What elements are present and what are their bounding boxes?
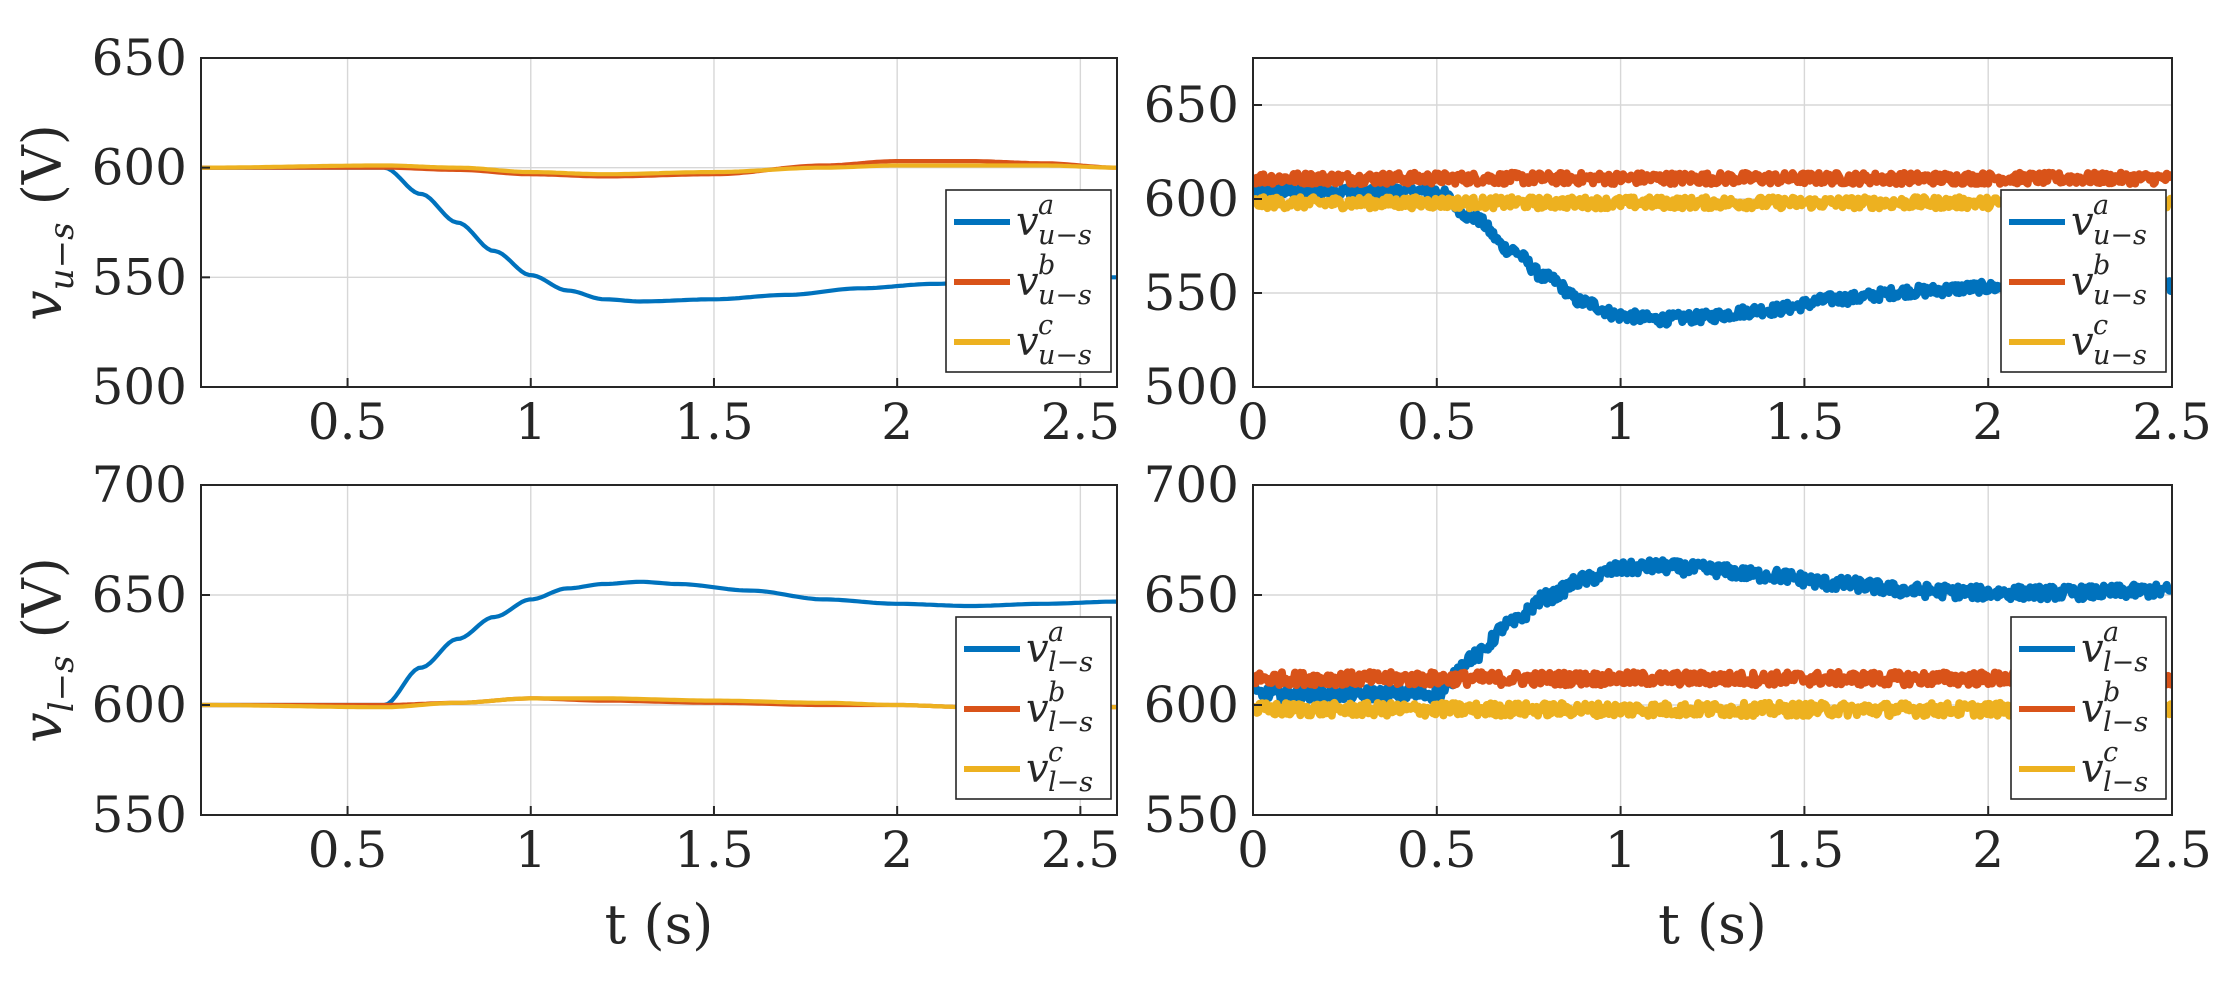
legend-symbol: v <box>1016 199 1039 245</box>
y-tick-label: 600 <box>1144 170 1239 228</box>
legend-subscript: u−s <box>2093 340 2147 371</box>
x-tick-label: 0.5 <box>308 821 388 879</box>
legend-symbol: v <box>2071 319 2094 365</box>
legend-symbol: v <box>2081 686 2104 732</box>
legend-symbol: v <box>1016 319 1039 365</box>
x-axis-label: t (s) <box>1658 893 1767 956</box>
legend-symbol: v <box>2081 746 2104 792</box>
y-tick-label: 700 <box>1144 456 1239 514</box>
legend-subscript: l−s <box>1048 647 1093 678</box>
legend: v al−sv bl−sv cl−s <box>2010 616 2167 800</box>
y-tick-label: 550 <box>92 786 187 844</box>
legend-superscript: b <box>2093 250 2110 281</box>
legend-symbol: v <box>1026 746 1049 792</box>
y-tick-label: 700 <box>92 456 187 514</box>
legend-symbol: v <box>2081 626 2104 672</box>
legend-superscript: b <box>1048 677 1065 708</box>
x-tick-label: 1 <box>515 821 547 879</box>
legend: v au−sv bu−sv cu−s <box>2000 189 2167 373</box>
legend-subscript: u−s <box>2093 280 2147 311</box>
x-tick-label: 2.5 <box>1041 393 1121 451</box>
y-tick-label: 600 <box>1144 676 1239 734</box>
y-tick-label: 550 <box>1144 786 1239 844</box>
legend-subscript: u−s <box>1038 220 1092 251</box>
y-tick-label: 600 <box>92 139 187 197</box>
legend-symbol: v <box>2071 199 2094 245</box>
series-line-b <box>1253 168 2172 188</box>
legend-superscript: b <box>2103 677 2120 708</box>
y-tick-label: 500 <box>1144 358 1239 416</box>
legend: v al−sv bl−sv cl−s <box>955 616 1112 800</box>
x-tick-label: 2 <box>881 821 913 879</box>
legend-symbol: v <box>1026 686 1049 732</box>
x-tick-label: 2 <box>881 393 913 451</box>
y-tick-label: 650 <box>92 29 187 87</box>
x-tick-label: 0.5 <box>1397 393 1477 451</box>
y-tick-label: 650 <box>1144 566 1239 624</box>
y-tick-label: 600 <box>92 676 187 734</box>
x-tick-label: 0 <box>1237 393 1269 451</box>
y-axis-label: vl−s (V) <box>11 557 82 743</box>
axes-outline <box>1252 484 2173 816</box>
series-line-c <box>201 163 1117 177</box>
y-tick-label: 550 <box>1144 264 1239 322</box>
legend-symbol: v <box>1016 259 1039 305</box>
x-tick-label: 2 <box>1972 821 2004 879</box>
x-tick-label: 1 <box>1605 821 1637 879</box>
y-tick-label: 550 <box>92 248 187 306</box>
x-tick-label: 1.5 <box>674 821 754 879</box>
x-tick-label: 1 <box>515 393 547 451</box>
legend-symbol: v <box>1026 626 1049 672</box>
x-tick-label: 1.5 <box>674 393 754 451</box>
legend-subscript: l−s <box>2103 707 2148 738</box>
x-tick-label: 2.5 <box>2132 393 2212 451</box>
x-tick-label: 0.5 <box>308 393 388 451</box>
legend-subscript: l−s <box>2103 647 2148 678</box>
legend-superscript: a <box>2103 617 2119 648</box>
x-tick-label: 1.5 <box>1765 821 1845 879</box>
legend-superscript: a <box>1048 617 1064 648</box>
axes-outline <box>200 57 1118 388</box>
x-tick-label: 0 <box>1237 821 1269 879</box>
axes-outline <box>1252 57 2173 388</box>
legend-subscript: u−s <box>1038 340 1092 371</box>
x-tick-label: 2.5 <box>1041 821 1121 879</box>
legend-subscript: u−s <box>1038 280 1092 311</box>
legend-superscript: c <box>2103 737 2118 768</box>
legend-subscript: u−s <box>2093 220 2147 251</box>
y-tick-label: 650 <box>1144 76 1239 134</box>
x-tick-label: 1 <box>1605 393 1637 451</box>
legend-superscript: a <box>2093 190 2109 221</box>
legend-superscript: c <box>2093 310 2108 341</box>
y-axis-label: vu−s (V) <box>11 124 82 321</box>
x-tick-label: 2 <box>1972 393 2004 451</box>
legend-subscript: l−s <box>1048 707 1093 738</box>
y-tick-label: 650 <box>92 566 187 624</box>
legend-superscript: c <box>1038 310 1053 341</box>
legend-superscript: c <box>1048 737 1063 768</box>
series-line-a <box>1253 556 2172 705</box>
y-tick-label: 500 <box>92 358 187 416</box>
legend-subscript: l−s <box>1048 767 1093 798</box>
legend-symbol: v <box>2071 259 2094 305</box>
legend-superscript: a <box>1038 190 1054 221</box>
x-tick-label: 1.5 <box>1765 393 1845 451</box>
legend-subscript: l−s <box>2103 767 2148 798</box>
axes-outline <box>200 484 1118 816</box>
x-tick-label: 0.5 <box>1397 821 1477 879</box>
x-tick-label: 2.5 <box>2132 821 2212 879</box>
legend: v au−sv bu−sv cu−s <box>945 189 1112 373</box>
legend-superscript: b <box>1038 250 1055 281</box>
x-axis-label: t (s) <box>605 893 714 956</box>
